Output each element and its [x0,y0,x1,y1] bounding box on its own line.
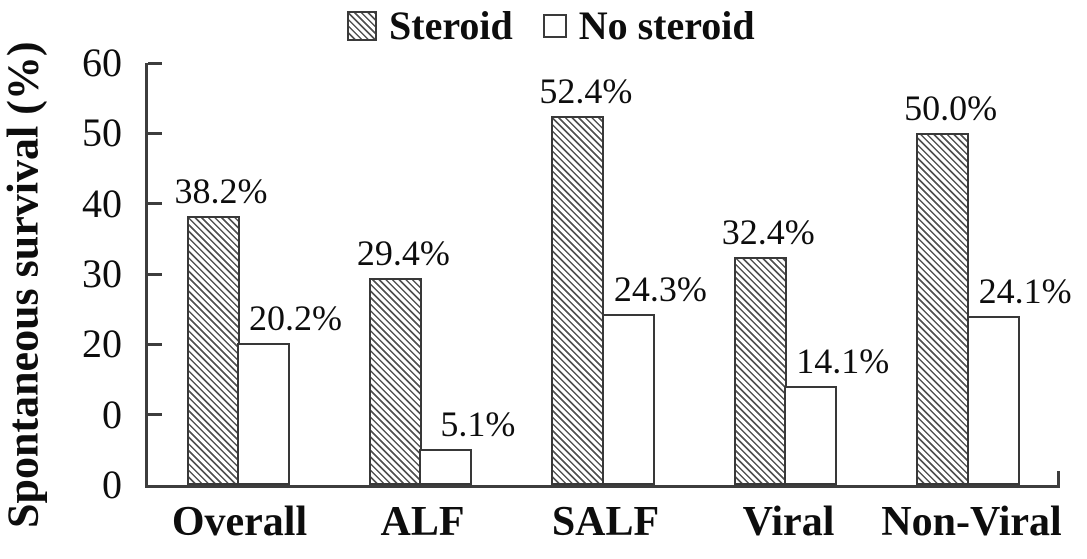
bar-no-steroid-non-viral [966,315,1020,485]
bar-groups: 38.2% 20.2% 29.4% 5.1% 52.4% 24.3% 32.4% 14.1% 5… [148,63,1072,485]
bar-steroid-alf [368,278,422,485]
y-axis-tick-30 [148,272,162,276]
value-label-steroid-non-viral: 50.0% [904,88,998,129]
value-label-steroid-viral: 32.4% [721,212,815,253]
bar-no-steroid-overall [237,342,290,485]
y-axis-tick-10 [148,413,162,417]
value-label-no-steroid-viral: 14.1% [796,340,890,381]
category-label-non-viral: Non-Viral [881,499,1062,545]
plot-area: 38.2% 20.2% 29.4% 5.1% 52.4% 24.3% 32.4% 14.1% 5… [145,61,1072,488]
y-axis-tick-50 [148,131,162,135]
bar-steroid-overall [186,216,240,485]
legend-item-no-steroid: No steroid [542,3,755,48]
legend-label-steroid: Steroid [389,3,513,48]
x-axis-end-tick [1057,471,1060,485]
bar-steroid-viral [733,257,787,485]
steroid-hatched-swatch-icon [347,11,377,41]
y-tick-label-30: 30 [82,251,122,296]
y-axis-tick-20 [148,342,162,346]
legend-label-no-steroid: No steroid [578,3,755,48]
no-steroid-white-swatch-icon [542,14,567,38]
category-label-viral: Viral [742,499,835,545]
bar-no-steroid-viral [784,385,838,485]
category-label-salf: SALF [551,499,660,545]
category-label-overall: Overall [171,499,308,545]
bar-steroid-non-viral [916,133,970,485]
value-label-steroid-overall: 38.2% [174,171,268,212]
bar-group-non-viral: 50.0% 24.1% [878,63,1072,485]
value-label-steroid-alf: 29.4% [356,233,450,274]
legend-item-steroid: Steroid [347,6,513,46]
y-tick-label-10: 0 [102,391,122,437]
category-label-alf: ALF [380,499,465,545]
y-tick-label-50: 50 [82,110,122,156]
bar-group-alf: 29.4% 5.1% [330,63,515,485]
bar-group-overall: 38.2% 20.2% [148,63,342,485]
value-label-no-steroid-non-viral: 24.1% [978,270,1072,311]
y-axis-tick-60 [148,61,162,65]
bar-no-steroid-alf [419,449,473,485]
value-label-no-steroid-overall: 20.2% [249,297,342,338]
y-tick-label-0: 0 [102,462,122,507]
value-label-no-steroid-alf: 5.1% [440,404,516,445]
bar-group-salf: 52.4% 24.3% [513,63,707,485]
y-axis-tick-40 [148,202,162,206]
value-label-steroid-salf: 52.4% [539,71,633,112]
bar-no-steroid-salf [601,314,655,485]
y-tick-label-20: 20 [82,321,122,367]
y-tick-label-40: 40 [82,180,122,226]
chart-legend: Steroid No steroid [347,6,755,46]
value-label-no-steroid-salf: 24.3% [613,269,707,310]
bar-group-viral: 32.4% 14.1% [695,63,889,485]
y-tick-label-60: 60 [82,40,122,85]
bar-steroid-salf [551,116,605,485]
